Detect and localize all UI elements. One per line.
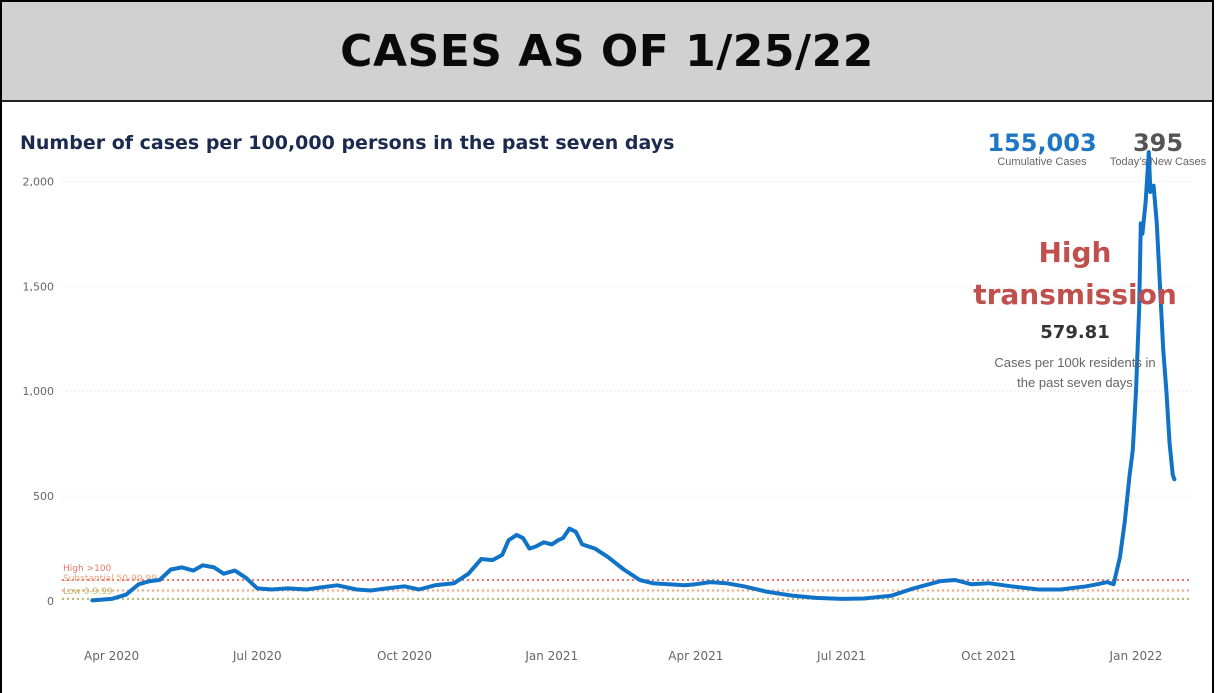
x-tick-label: Apr 2020 xyxy=(84,649,139,663)
y-tick-label: 1,000 xyxy=(23,385,55,398)
transmission-description: Cases per 100k residents in the past sev… xyxy=(960,353,1190,393)
x-tick-label: Jan 2022 xyxy=(1109,649,1163,663)
transmission-value: 579.81 xyxy=(1040,322,1110,343)
chart-title: Number of cases per 100,000 persons in t… xyxy=(20,132,675,154)
banner: CASES AS OF 1/25/22 xyxy=(2,2,1212,102)
x-tick-label: Jul 2021 xyxy=(816,649,866,663)
x-tick-label: Oct 2021 xyxy=(961,649,1016,663)
banner-title: CASES AS OF 1/25/22 xyxy=(340,25,874,77)
x-tick-label: Jul 2020 xyxy=(232,649,282,663)
kpi-new-label: Today's New Cases xyxy=(1109,156,1207,168)
x-tick-label: Jan 2021 xyxy=(524,649,578,663)
threshold-label: Low 0-9.99 xyxy=(63,587,113,597)
series-line xyxy=(90,150,1177,603)
kpi-new-cases: 395 Today's New Cases xyxy=(1102,130,1214,168)
x-tick-label: Apr 2021 xyxy=(668,649,723,663)
transmission-card: High transmission 579.81 Cases per 100k … xyxy=(960,232,1190,393)
y-tick-label: 1,500 xyxy=(23,280,55,293)
y-tick-label: 500 xyxy=(33,490,54,503)
transmission-desc-line1: Cases per 100k residents in xyxy=(994,355,1156,370)
threshold-label: High >100 xyxy=(63,564,112,574)
y-tick-label: 2,000 xyxy=(23,175,55,188)
transmission-level-line2: transmission xyxy=(973,278,1177,311)
kpi-cumulative-value: 155,003 xyxy=(987,129,1097,157)
x-tick-label: Oct 2020 xyxy=(377,649,432,663)
y-tick-label: 0 xyxy=(47,595,54,608)
kpi-cumulative-label: Cumulative Cases xyxy=(997,156,1087,168)
kpi-cumulative-cases: 155,003 Cumulative Cases xyxy=(984,130,1100,168)
transmission-level-line1: High xyxy=(1038,236,1112,269)
transmission-desc-line2: the past seven days xyxy=(1017,375,1133,390)
threshold-label: Substantial 50-99.99 xyxy=(63,574,157,584)
kpi-new-value: 395 xyxy=(1132,129,1184,157)
